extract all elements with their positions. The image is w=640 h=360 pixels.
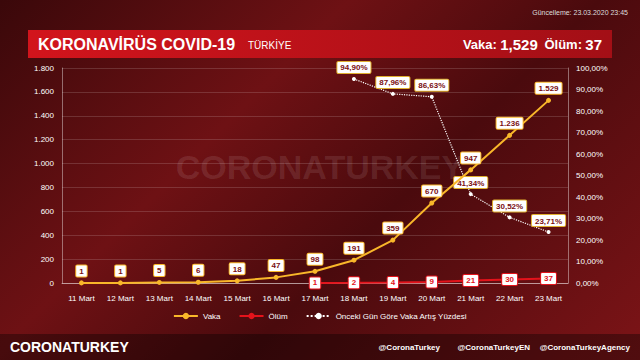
svg-text:5: 5: [157, 266, 162, 275]
svg-text:16 Mart: 16 Mart: [263, 294, 291, 303]
svg-text:1: 1: [313, 278, 318, 287]
svg-text:21: 21: [466, 276, 475, 285]
svg-text:1.200: 1.200: [34, 135, 55, 144]
svg-text:Ölüm: Ölüm: [269, 312, 288, 321]
svg-text:1: 1: [79, 267, 84, 276]
svg-text:Vaka:: Vaka:: [463, 37, 497, 52]
svg-text:21 Mart: 21 Mart: [457, 294, 485, 303]
svg-text:400: 400: [41, 231, 55, 240]
svg-text:0,00%: 0,00%: [576, 279, 599, 288]
svg-text:98: 98: [311, 255, 320, 264]
svg-text:TÜRKİYE: TÜRKİYE: [248, 39, 292, 51]
svg-text:200: 200: [41, 255, 55, 264]
svg-text:14 Mart: 14 Mart: [185, 294, 213, 303]
svg-text:@CoronaTurkeyEN: @CoronaTurkeyEN: [457, 343, 530, 352]
svg-text:23 Mart: 23 Mart: [535, 294, 563, 303]
svg-text:1,529: 1,529: [500, 36, 538, 53]
svg-text:1.236: 1.236: [500, 119, 521, 128]
svg-text:1.000: 1.000: [34, 159, 55, 168]
svg-text:94,90%: 94,90%: [340, 63, 367, 72]
svg-text:20 Mart: 20 Mart: [418, 294, 446, 303]
svg-text:10,00%: 10,00%: [576, 257, 603, 266]
svg-text:1.800: 1.800: [34, 64, 55, 73]
svg-text:18 Mart: 18 Mart: [340, 294, 368, 303]
svg-text:6: 6: [196, 266, 201, 275]
svg-text:2: 2: [352, 278, 357, 287]
svg-text:CORONATURKEY: CORONATURKEY: [10, 339, 129, 355]
svg-text:11 Mart: 11 Mart: [68, 294, 95, 303]
svg-text:19 Mart: 19 Mart: [379, 294, 407, 303]
svg-text:70,00%: 70,00%: [576, 128, 603, 137]
svg-text:100,00%: 100,00%: [576, 64, 608, 73]
svg-text:9: 9: [430, 277, 435, 286]
svg-text:20,00%: 20,00%: [576, 236, 603, 245]
svg-text:60,00%: 60,00%: [576, 150, 603, 159]
svg-text:800: 800: [41, 183, 55, 192]
svg-text:947: 947: [464, 154, 478, 163]
svg-text:0: 0: [50, 279, 55, 288]
svg-text:30: 30: [505, 275, 514, 284]
svg-text:37: 37: [585, 36, 602, 53]
svg-text:87,96%: 87,96%: [379, 78, 406, 87]
svg-text:@CoronaTurkey: @CoronaTurkey: [379, 343, 441, 352]
svg-text:18: 18: [233, 265, 242, 274]
svg-text:50,00%: 50,00%: [576, 171, 603, 180]
svg-text:17 Mart: 17 Mart: [301, 294, 329, 303]
svg-text:Önceki Gün Göre Vaka Artış Yüz: Önceki Gün Göre Vaka Artış Yüzdesi: [336, 312, 467, 321]
svg-text:359: 359: [386, 224, 400, 233]
svg-text:30,52%: 30,52%: [496, 202, 523, 211]
svg-text:670: 670: [425, 187, 439, 196]
svg-text:80,00%: 80,00%: [576, 107, 603, 116]
svg-text:47: 47: [272, 261, 281, 270]
svg-text:90,00%: 90,00%: [576, 85, 603, 94]
svg-text:1: 1: [118, 267, 123, 276]
svg-text:1.529: 1.529: [539, 84, 560, 93]
svg-text:1.400: 1.400: [34, 111, 55, 120]
svg-text:12 Mart: 12 Mart: [107, 294, 135, 303]
svg-text:Vaka: Vaka: [203, 312, 221, 321]
svg-text:30,00%: 30,00%: [576, 214, 603, 223]
svg-text:41,34%: 41,34%: [457, 179, 484, 188]
svg-text:Ölüm:: Ölüm:: [544, 37, 582, 52]
svg-text:1.600: 1.600: [34, 87, 55, 96]
svg-text:40,00%: 40,00%: [576, 193, 603, 202]
svg-text:@CoronaTurkeyAgency: @CoronaTurkeyAgency: [540, 343, 631, 352]
svg-text:Güncelleme: 23.03.2020 23:45: Güncelleme: 23.03.2020 23:45: [532, 9, 628, 16]
svg-text:600: 600: [41, 207, 55, 216]
svg-text:22 Mart: 22 Mart: [496, 294, 524, 303]
svg-text:15 Mart: 15 Mart: [224, 294, 252, 303]
svg-text:KORONAVİRÜS COVID-19: KORONAVİRÜS COVID-19: [38, 35, 235, 53]
svg-text:13 Mart: 13 Mart: [146, 294, 174, 303]
svg-text:CORONATURKEY: CORONATURKEY: [176, 148, 465, 186]
svg-text:191: 191: [347, 244, 361, 253]
svg-text:4: 4: [391, 278, 396, 287]
svg-text:23,71%: 23,71%: [535, 217, 562, 226]
svg-text:37: 37: [544, 274, 553, 283]
svg-text:86,63%: 86,63%: [418, 81, 445, 90]
